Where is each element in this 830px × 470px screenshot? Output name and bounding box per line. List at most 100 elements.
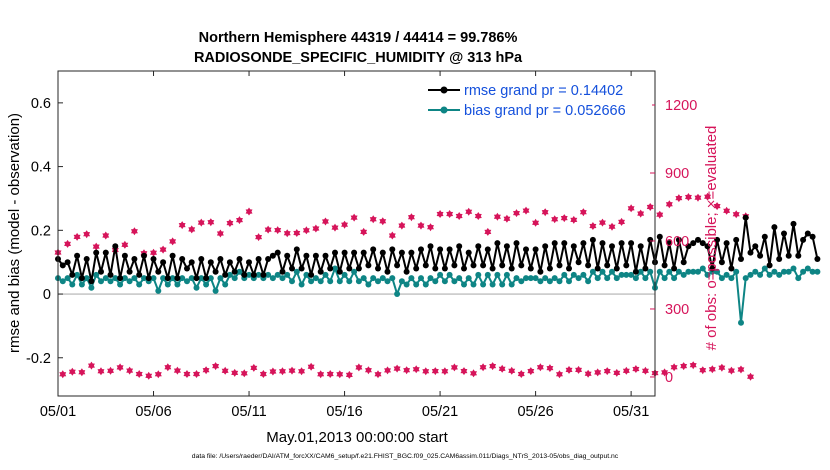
- bias-point: [93, 271, 100, 278]
- bias-point: [284, 271, 291, 278]
- rmse-point: [695, 236, 701, 243]
- bias-point: [589, 268, 596, 275]
- bias-point: [293, 268, 300, 275]
- bias-point: [422, 281, 429, 288]
- rmse-point: [355, 265, 362, 272]
- obs-marker: [541, 208, 549, 217]
- bias-point: [704, 271, 711, 278]
- y-right-tick-label: 300: [665, 302, 689, 318]
- rmse-point: [441, 265, 448, 272]
- rmse-point: [781, 230, 787, 237]
- obs-marker: [345, 370, 353, 379]
- obs-marker: [145, 371, 153, 380]
- obs-marker: [417, 221, 425, 230]
- rmse-point: [494, 240, 501, 247]
- obs-marker: [269, 367, 277, 376]
- obs-marker: [517, 370, 525, 378]
- bias-point: [303, 271, 310, 278]
- rmse-point: [260, 271, 267, 278]
- bias-point: [346, 278, 353, 285]
- bias-point: [461, 281, 467, 288]
- rmse-point: [155, 268, 162, 275]
- rmse-point: [642, 265, 649, 272]
- obs-marker: [226, 219, 234, 228]
- rmse-point: [752, 243, 759, 250]
- bias-point: [561, 271, 568, 278]
- bias-point: [723, 271, 730, 278]
- bias-point: [790, 265, 797, 272]
- obs-marker: [560, 214, 568, 223]
- obs-marker: [388, 231, 396, 240]
- bias-point: [317, 278, 324, 285]
- bias-point: [427, 275, 434, 282]
- y-left-tick-label: -0.2: [26, 351, 51, 367]
- rmse-point: [432, 265, 439, 272]
- obs-marker: [484, 227, 492, 236]
- legend-label-bias: bias grand pr = 0.052666: [464, 103, 626, 119]
- obs-marker: [474, 212, 482, 220]
- legend-box: [420, 76, 652, 121]
- obs-marker: [627, 204, 635, 213]
- bias-point: [800, 268, 807, 275]
- obs-marker: [646, 203, 654, 211]
- obs-marker: [436, 210, 444, 218]
- rmse-point: [566, 265, 572, 272]
- bias-point: [480, 281, 487, 288]
- bias-point: [766, 271, 773, 278]
- obs-marker: [441, 367, 449, 376]
- obs-marker: [455, 212, 463, 220]
- rmse-point: [88, 278, 95, 285]
- obs-marker: [642, 366, 649, 375]
- bias-point: [666, 268, 673, 275]
- bias-point: [671, 275, 678, 282]
- rmse-point: [604, 262, 611, 269]
- bias-point: [757, 271, 764, 278]
- obs-marker: [422, 367, 430, 376]
- rmse-point: [422, 262, 429, 269]
- rmse-point: [814, 256, 821, 262]
- rmse-point: [341, 249, 348, 256]
- bias-point: [503, 271, 510, 278]
- rmse-point: [757, 252, 764, 259]
- bias-point: [184, 278, 190, 285]
- bias-point: [695, 268, 701, 275]
- bias-point: [212, 287, 219, 294]
- obs-marker: [92, 242, 100, 251]
- rmse-point: [513, 240, 520, 247]
- rmse-point: [785, 252, 792, 259]
- obs-marker: [341, 220, 348, 229]
- obs-marker: [603, 367, 611, 376]
- rmse-point: [499, 262, 506, 269]
- rmse-point: [398, 249, 405, 256]
- rmse-point: [718, 259, 725, 266]
- rmse-point: [766, 262, 773, 269]
- bias-point: [332, 265, 338, 272]
- rmse-point: [551, 240, 558, 247]
- obs-marker: [613, 368, 621, 377]
- bias-point: [570, 271, 577, 278]
- obs-marker: [570, 215, 578, 224]
- obs-marker: [250, 363, 258, 372]
- bias-point: [599, 268, 606, 275]
- bias-point: [179, 275, 186, 282]
- bias-point: [585, 278, 592, 285]
- y-left-tick-label: 0.4: [31, 160, 51, 176]
- obs-marker: [178, 221, 186, 230]
- bias-point: [747, 271, 754, 278]
- bias-point: [551, 275, 558, 282]
- bias-point: [102, 275, 109, 282]
- rmse-point: [570, 243, 577, 250]
- obs-marker: [384, 366, 391, 375]
- rmse-point: [98, 268, 104, 275]
- obs-marker: [503, 214, 511, 223]
- bias-point: [718, 275, 725, 282]
- bias-point: [265, 271, 272, 278]
- y-right-tick-label: 0: [665, 370, 673, 386]
- obs-marker: [618, 217, 625, 226]
- rmse-point: [666, 240, 673, 247]
- bias-point: [222, 281, 229, 288]
- rmse-point: [102, 249, 109, 256]
- obs-marker: [255, 233, 263, 242]
- rmse-point: [365, 262, 372, 269]
